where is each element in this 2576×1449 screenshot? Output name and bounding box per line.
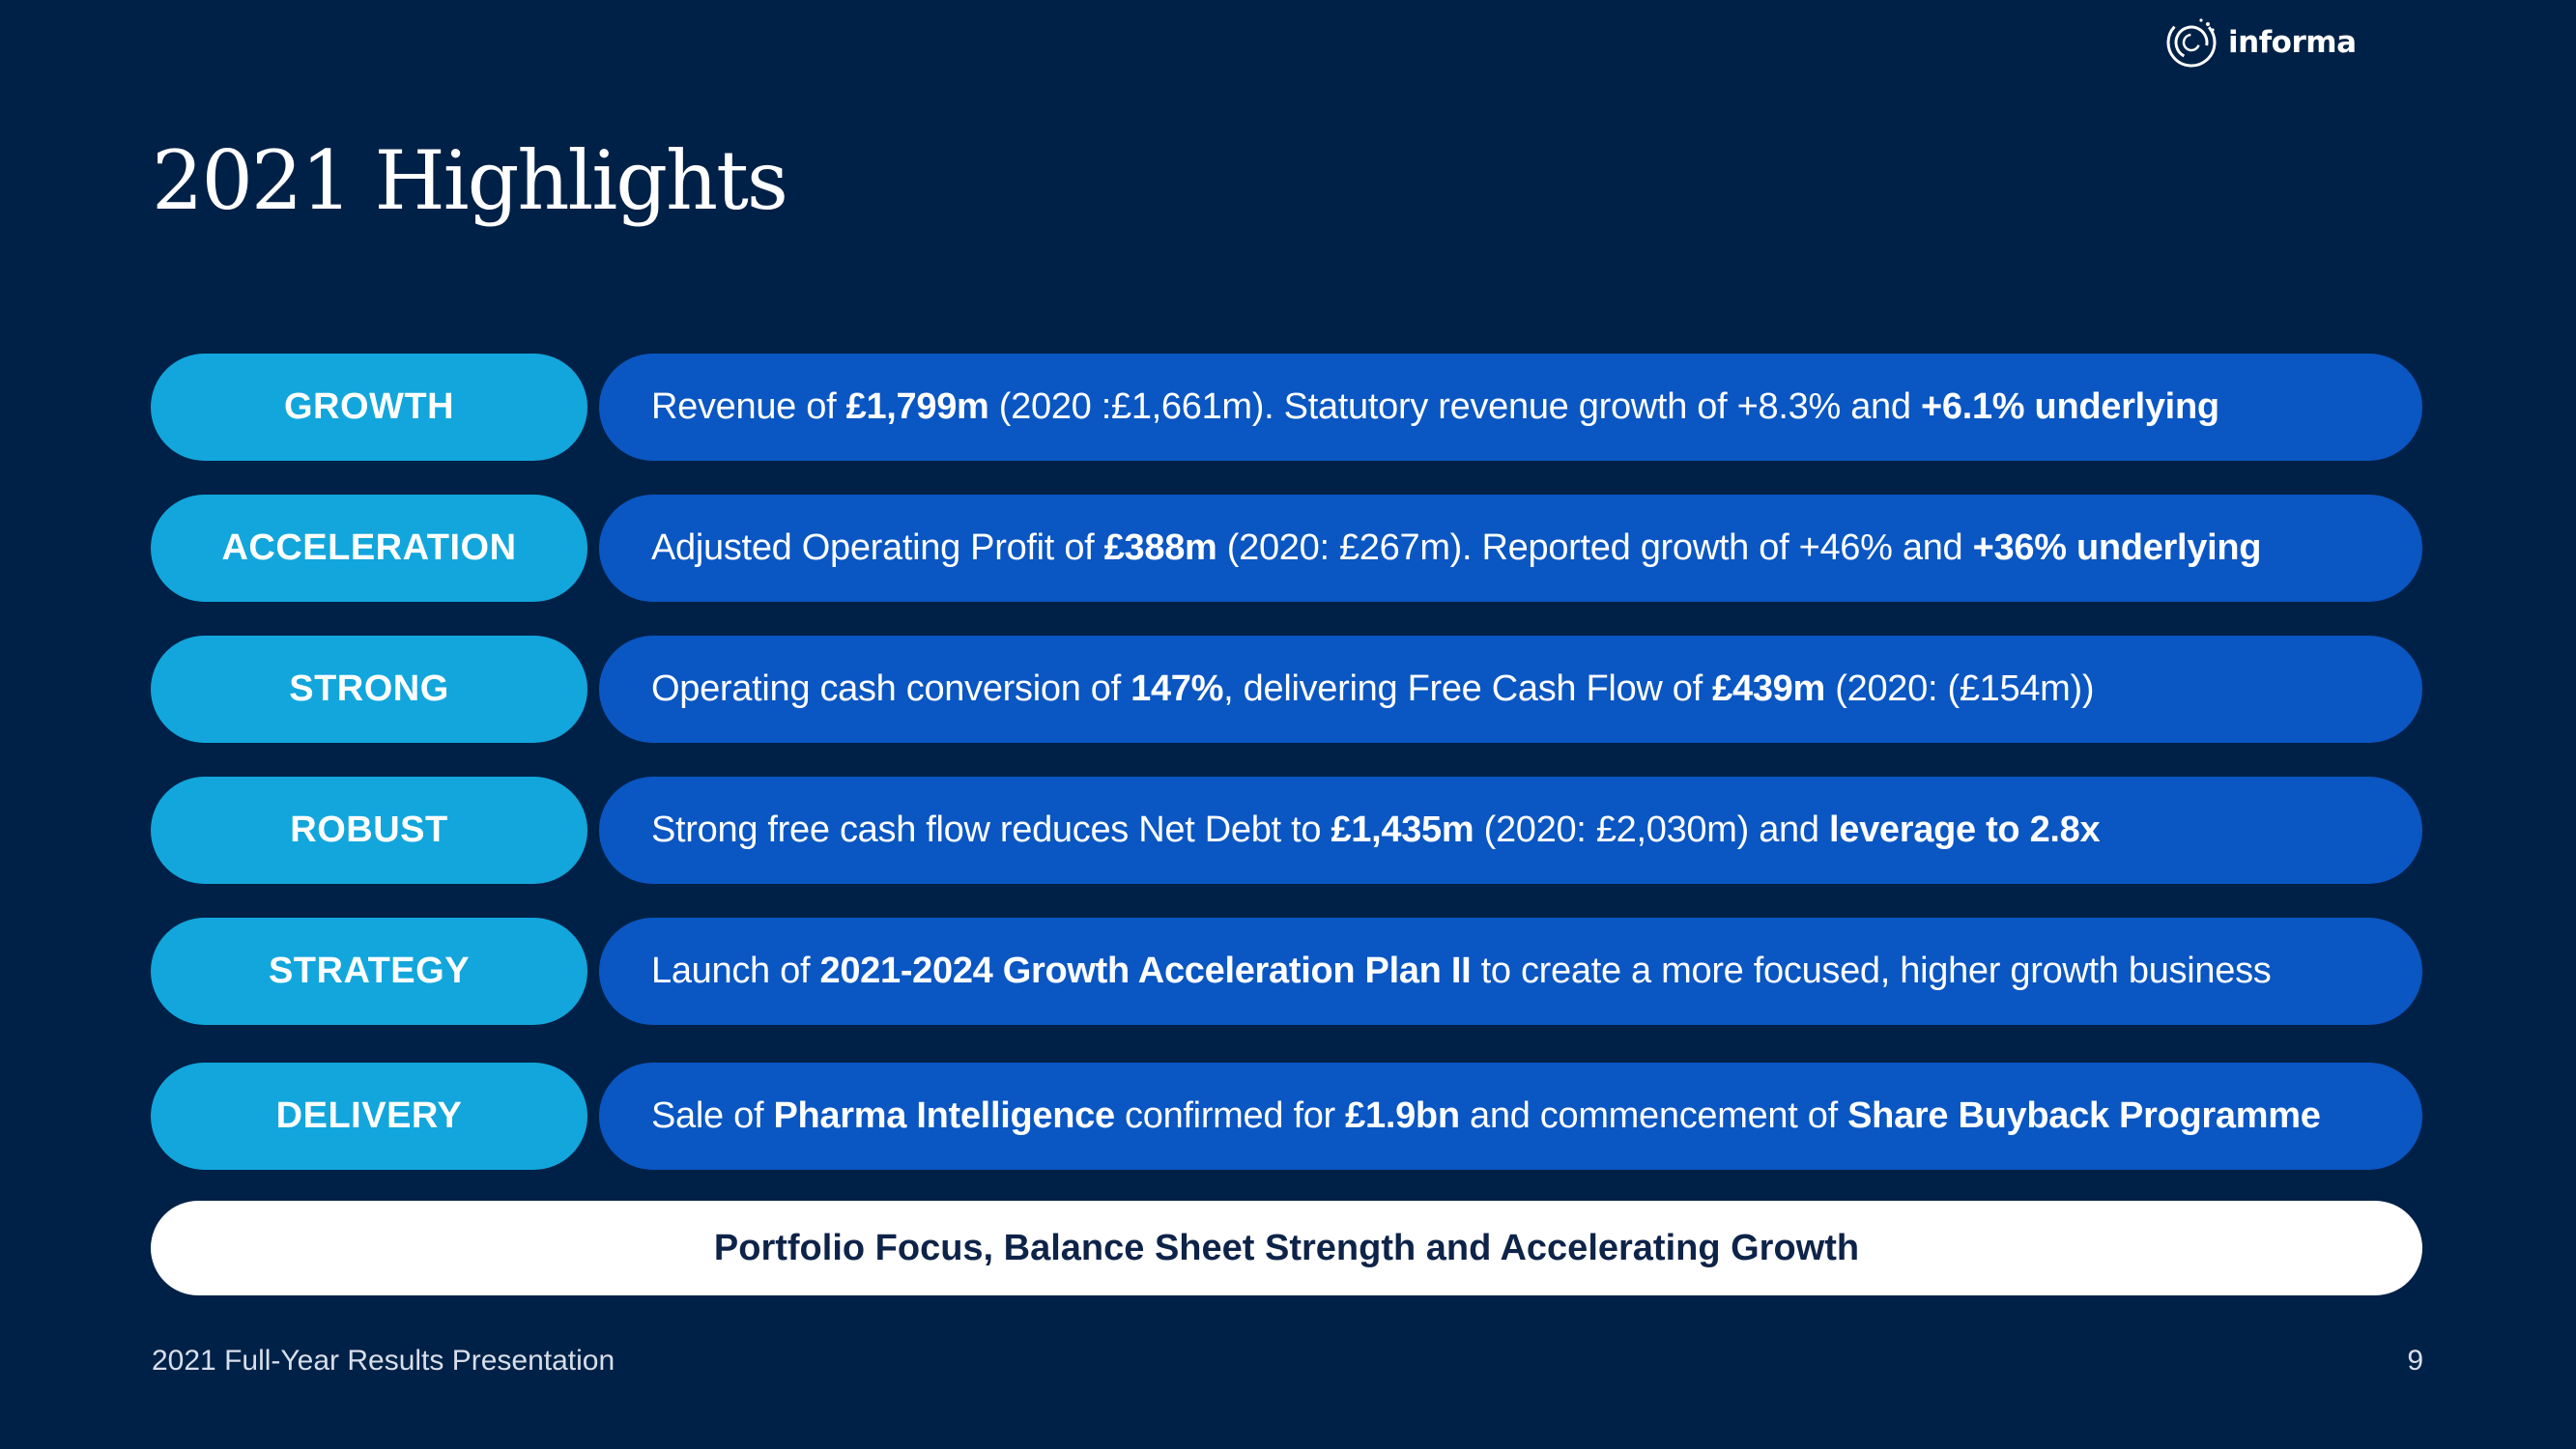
highlight-label: DELIVERY (151, 1063, 587, 1170)
highlight-row: ACCELERATION Adjusted Operating Profit of… (0, 495, 2576, 602)
highlight-text-bold: +36% underlying (1972, 527, 2262, 568)
highlight-row: STRONG Operating cash conversion of 147%,… (0, 636, 2576, 743)
highlight-text-part: and commencement of (1459, 1095, 1848, 1136)
highlight-text-bold: £388m (1103, 527, 1217, 568)
highlight-text: Adjusted Operating Profit of £388m (2020… (599, 495, 2422, 602)
highlight-text-bold: £439m (1712, 668, 1825, 709)
highlight-text-part: Launch of (651, 951, 820, 991)
highlight-text-part: (2020: £2,030m) and (1474, 810, 1829, 850)
highlight-text-part: (2020 :£1,661m). Statutory revenue growt… (988, 386, 1921, 427)
highlight-text-part: Strong free cash flow reduces Net Debt t… (651, 810, 1331, 850)
highlight-text-bold: 2021-2024 Growth Acceleration Plan II (819, 951, 1472, 991)
summary-banner: Portfolio Focus, Balance Sheet Strength … (151, 1201, 2422, 1295)
logo-text: informa (2228, 25, 2357, 60)
footer-text: 2021 Full-Year Results Presentation (152, 1345, 615, 1377)
highlight-text: Sale of Pharma Intelligence confirmed fo… (599, 1063, 2422, 1170)
highlight-label: STRONG (151, 636, 587, 743)
highlight-row: DELIVERY Sale of Pharma Intelligence conf… (0, 1063, 2576, 1170)
highlight-text-bold: Share Buyback Programme (1847, 1095, 2321, 1136)
highlight-text-bold: £1.9bn (1345, 1095, 1460, 1136)
highlight-text-part: to create a more focused, higher growth … (1471, 951, 2272, 991)
logo: informa (2164, 15, 2357, 70)
highlight-text-part: , delivering Free Cash Flow of (1223, 668, 1713, 709)
highlight-text-bold: leverage to 2.8x (1828, 810, 2101, 850)
highlight-text: Strong free cash flow reduces Net Debt t… (599, 777, 2422, 884)
page-number: 9 (2407, 1345, 2423, 1377)
highlight-text-bold: 147% (1131, 668, 1224, 709)
highlight-text-bold: +6.1% underlying (1920, 386, 2219, 427)
highlight-text: Operating cash conversion of 147%, deliv… (599, 636, 2422, 743)
informa-logo-icon (2166, 17, 2217, 68)
highlight-text-bold: £1,799m (845, 386, 989, 427)
highlight-text-part: Operating cash conversion of (651, 668, 1131, 709)
highlight-label: ACCELERATION (151, 495, 587, 602)
highlight-row: ROBUST Strong free cash flow reduces Net … (0, 777, 2576, 884)
highlight-label: GROWTH (151, 354, 587, 461)
highlight-row: STRATEGY Launch of 2021-2024 Growth Accel… (0, 918, 2576, 1025)
highlight-text-part: (2020: (£154m)) (1825, 668, 2095, 709)
highlight-text: Revenue of £1,799m (2020 :£1,661m). Stat… (599, 354, 2422, 461)
highlight-text-part: confirmed for (1114, 1095, 1346, 1136)
highlight-label: STRATEGY (151, 918, 587, 1025)
highlight-text-part: (2020: £267m). Reported growth of +46% a… (1216, 527, 1973, 568)
highlight-text-part: Adjusted Operating Profit of (651, 527, 1104, 568)
highlight-text-bold: Pharma Intelligence (773, 1095, 1115, 1136)
page-title: 2021 Highlights (152, 133, 788, 228)
highlight-text: Launch of 2021-2024 Growth Acceleration … (599, 918, 2422, 1025)
highlight-text-part: Revenue of (651, 386, 846, 427)
highlight-label: ROBUST (151, 777, 587, 884)
highlight-row: GROWTH Revenue of £1,799m (2020 :£1,661m)… (0, 354, 2576, 461)
highlight-text-part: Sale of (651, 1095, 774, 1136)
highlight-text-bold: £1,435m (1331, 810, 1474, 850)
